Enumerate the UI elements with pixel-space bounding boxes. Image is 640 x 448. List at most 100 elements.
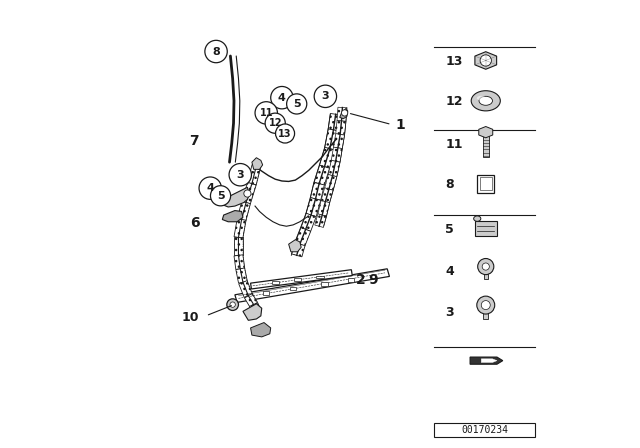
- Ellipse shape: [474, 216, 481, 221]
- Text: 11: 11: [259, 108, 273, 118]
- Polygon shape: [236, 268, 247, 283]
- Text: 1: 1: [396, 118, 405, 133]
- Polygon shape: [481, 359, 497, 362]
- Text: 00170234: 00170234: [461, 425, 508, 435]
- Bar: [289, 287, 296, 290]
- Polygon shape: [470, 357, 503, 364]
- Text: 4: 4: [206, 183, 214, 193]
- Text: 4: 4: [278, 93, 286, 103]
- Polygon shape: [340, 108, 348, 119]
- Polygon shape: [314, 165, 330, 185]
- Polygon shape: [333, 134, 344, 149]
- Circle shape: [480, 55, 492, 66]
- Polygon shape: [244, 293, 257, 307]
- Bar: [480, 177, 492, 190]
- Circle shape: [276, 124, 294, 143]
- Bar: [316, 276, 324, 278]
- Polygon shape: [252, 158, 262, 169]
- Polygon shape: [234, 219, 246, 238]
- Polygon shape: [306, 198, 321, 216]
- Polygon shape: [319, 147, 335, 168]
- Bar: [483, 311, 488, 319]
- Bar: [477, 175, 494, 193]
- Polygon shape: [337, 107, 347, 121]
- Bar: [262, 291, 269, 295]
- Bar: [435, 423, 535, 437]
- Circle shape: [265, 113, 285, 134]
- Polygon shape: [324, 129, 339, 150]
- Ellipse shape: [477, 96, 486, 100]
- Polygon shape: [251, 270, 352, 289]
- Text: 8: 8: [212, 47, 220, 56]
- Text: 4: 4: [445, 265, 454, 279]
- Circle shape: [314, 85, 337, 108]
- Bar: [348, 278, 355, 282]
- Circle shape: [342, 110, 348, 116]
- Circle shape: [271, 86, 293, 109]
- Ellipse shape: [479, 96, 493, 105]
- Polygon shape: [237, 201, 250, 221]
- Polygon shape: [222, 187, 249, 207]
- Polygon shape: [289, 240, 301, 252]
- Text: 7: 7: [189, 134, 198, 148]
- Polygon shape: [318, 201, 330, 216]
- Polygon shape: [295, 228, 310, 246]
- Circle shape: [477, 258, 494, 275]
- Bar: [321, 282, 328, 286]
- Polygon shape: [250, 303, 260, 313]
- Polygon shape: [301, 213, 316, 231]
- Circle shape: [205, 40, 227, 63]
- Text: 13: 13: [445, 55, 463, 68]
- Polygon shape: [234, 255, 244, 269]
- Polygon shape: [239, 280, 252, 297]
- Text: 5: 5: [293, 99, 301, 109]
- Polygon shape: [310, 182, 324, 200]
- Polygon shape: [332, 147, 342, 162]
- Text: 9: 9: [368, 273, 378, 287]
- Circle shape: [477, 296, 495, 314]
- Bar: [271, 281, 279, 284]
- Polygon shape: [248, 165, 260, 185]
- Polygon shape: [251, 323, 271, 337]
- Bar: [483, 131, 489, 157]
- Text: 3: 3: [236, 170, 244, 180]
- Text: 13: 13: [278, 129, 292, 138]
- Circle shape: [244, 190, 251, 197]
- Polygon shape: [242, 182, 256, 204]
- Text: 5: 5: [445, 223, 454, 236]
- Circle shape: [199, 177, 221, 199]
- Text: 11: 11: [445, 138, 463, 151]
- Polygon shape: [328, 160, 340, 177]
- Circle shape: [481, 301, 490, 310]
- Text: 3: 3: [321, 91, 329, 101]
- Polygon shape: [234, 237, 243, 255]
- Bar: [484, 271, 488, 279]
- Polygon shape: [235, 269, 389, 302]
- Polygon shape: [479, 126, 493, 138]
- Ellipse shape: [471, 91, 500, 111]
- Text: 3: 3: [445, 306, 454, 319]
- Polygon shape: [222, 211, 243, 222]
- Polygon shape: [475, 52, 497, 69]
- Text: 2: 2: [355, 273, 365, 287]
- Text: 10: 10: [181, 310, 198, 324]
- Text: 12: 12: [268, 118, 282, 128]
- Polygon shape: [292, 243, 305, 257]
- Circle shape: [230, 302, 236, 307]
- Circle shape: [227, 299, 239, 310]
- Polygon shape: [324, 174, 337, 190]
- Polygon shape: [315, 214, 326, 228]
- Circle shape: [229, 164, 252, 186]
- Text: 12: 12: [445, 95, 463, 108]
- Polygon shape: [328, 113, 341, 131]
- Bar: [294, 278, 301, 281]
- Polygon shape: [336, 121, 346, 135]
- Text: 6: 6: [189, 216, 200, 230]
- Circle shape: [287, 94, 307, 114]
- Polygon shape: [321, 188, 333, 203]
- Circle shape: [482, 263, 490, 270]
- Circle shape: [255, 102, 278, 124]
- Bar: [475, 221, 497, 236]
- Circle shape: [211, 186, 230, 206]
- Text: 8: 8: [445, 178, 454, 191]
